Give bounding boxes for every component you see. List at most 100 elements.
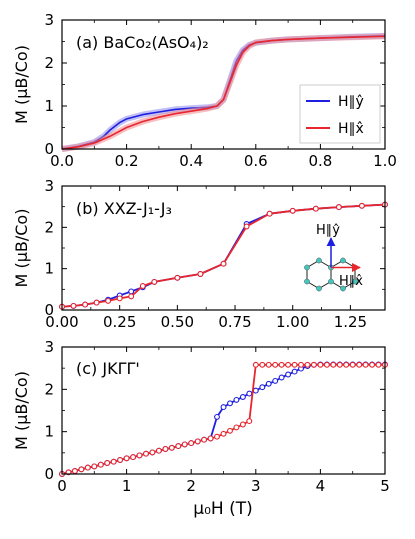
panel-c-ticks: 0 1 2 3 4 5 0 1 2 3 M (μB/Co) (12, 338, 390, 495)
panel-c-label: (c) JKΓΓ' (76, 359, 140, 378)
y-tick-label: 2 (44, 218, 54, 236)
data-point (304, 361, 311, 368)
data-point (188, 440, 195, 447)
panel-b-ticks: 0.00 0.25 0.50 0.75 1.00 1.25 0 1 2 3 M (μB/Co) (12, 177, 385, 331)
series-line (61, 203, 386, 308)
data-point (70, 302, 77, 309)
y-tick-label: 2 (44, 380, 54, 398)
data-point (82, 301, 89, 308)
arrow-y-label: H∥ŷ (316, 223, 340, 238)
lattice-site (304, 278, 310, 285)
data-point (194, 438, 201, 445)
x-tick-label: 0.50 (161, 313, 194, 331)
data-point (259, 384, 266, 391)
x-tick-label: 0 (57, 477, 67, 495)
data-point (181, 441, 188, 448)
data-point (266, 210, 273, 217)
data-point (356, 361, 363, 368)
data-point (168, 444, 175, 451)
legend-label-x: H∥x̂ (338, 121, 364, 137)
legend-label-y: H∥ŷ (338, 94, 364, 110)
data-point (136, 452, 143, 459)
y-axis-label: M (μB/Co) (12, 45, 31, 124)
series-line (61, 203, 386, 308)
x-tick-label: 2 (186, 477, 196, 495)
data-point (155, 447, 162, 454)
x-tick-label: 0.0 (50, 152, 74, 170)
x-tick-label: 0.4 (179, 152, 203, 170)
x-tick-label: 0.2 (115, 152, 139, 170)
data-point (149, 449, 156, 456)
data-point (289, 207, 296, 214)
arrow-x-label: H∥x̂ (339, 274, 363, 289)
data-point (265, 361, 272, 368)
series-line (61, 35, 386, 150)
x-tick-label: 0.00 (45, 313, 78, 331)
x-tick-label: 0.8 (308, 152, 332, 170)
data-point (285, 361, 292, 368)
lattice-site (340, 285, 346, 292)
panel-b-marks (59, 201, 388, 310)
legend: H∥ŷ H∥x̂ (299, 84, 381, 144)
data-point (214, 433, 220, 440)
x-tick-label: 0.6 (244, 152, 268, 170)
y-tick-label: 1 (44, 260, 54, 278)
data-point (201, 436, 208, 443)
data-point (285, 371, 292, 378)
data-point (128, 288, 135, 295)
lattice-site (304, 264, 310, 271)
panel-a-marks (61, 32, 386, 152)
data-point (246, 418, 253, 425)
data-point (343, 361, 350, 368)
legend-box (299, 84, 381, 144)
panel-b-label: (b) XXZ-J₁-J₃ (76, 199, 172, 218)
series-line (61, 363, 385, 475)
y-tick-label: 0 (44, 465, 54, 483)
data-point (312, 205, 319, 212)
lattice-site (316, 285, 322, 292)
data-point (323, 361, 330, 368)
y-tick-label: 1 (44, 97, 54, 115)
data-point (220, 430, 227, 437)
data-point (291, 368, 298, 375)
panel-c: 0 1 2 3 4 5 0 1 2 3 M (μB/Co) (c) JKΓΓ' (12, 338, 390, 495)
data-point (197, 271, 204, 277)
data-point (252, 361, 259, 368)
y-tick-label: 0 (44, 140, 54, 158)
data-point (252, 387, 259, 394)
panel-a-label: (a) BaCo₂(AsO₄)₂ (76, 33, 209, 52)
data-point (243, 223, 250, 230)
data-point (330, 361, 337, 368)
data-point (220, 260, 227, 267)
data-point (143, 450, 149, 457)
x-tick-label: 1.00 (276, 313, 309, 331)
data-point (233, 396, 240, 403)
data-point (246, 390, 253, 397)
x-tick-label: 1.0 (373, 152, 397, 170)
data-point (130, 454, 137, 461)
data-point (227, 427, 233, 434)
data-point (358, 202, 365, 209)
y-tick-label: 1 (44, 423, 54, 441)
data-point (116, 295, 123, 302)
data-point (362, 361, 369, 368)
data-point (71, 468, 78, 474)
x-tick-label: 5 (380, 477, 390, 495)
x-tick-label: 1 (122, 477, 132, 495)
data-point (139, 283, 146, 289)
data-point (335, 204, 342, 211)
y-tick-label: 2 (44, 54, 54, 72)
data-point (84, 464, 91, 471)
data-point (151, 278, 158, 285)
panel-a-ticks: 0.0 0.2 0.4 0.6 0.8 1.0 0 1 2 3 M (μB/Co) (12, 11, 397, 170)
lattice-site (340, 257, 346, 264)
y-axis-label: M (μB/Co) (12, 371, 31, 450)
lattice-inset: H∥ŷ H∥x̂ (304, 223, 363, 292)
x-tick-label: 3 (251, 477, 261, 495)
data-point (317, 361, 324, 368)
data-point (272, 361, 279, 368)
data-point (97, 461, 104, 468)
x-tick-label: 4 (316, 477, 326, 495)
data-point (310, 361, 317, 368)
y-tick-label: 0 (44, 301, 54, 319)
